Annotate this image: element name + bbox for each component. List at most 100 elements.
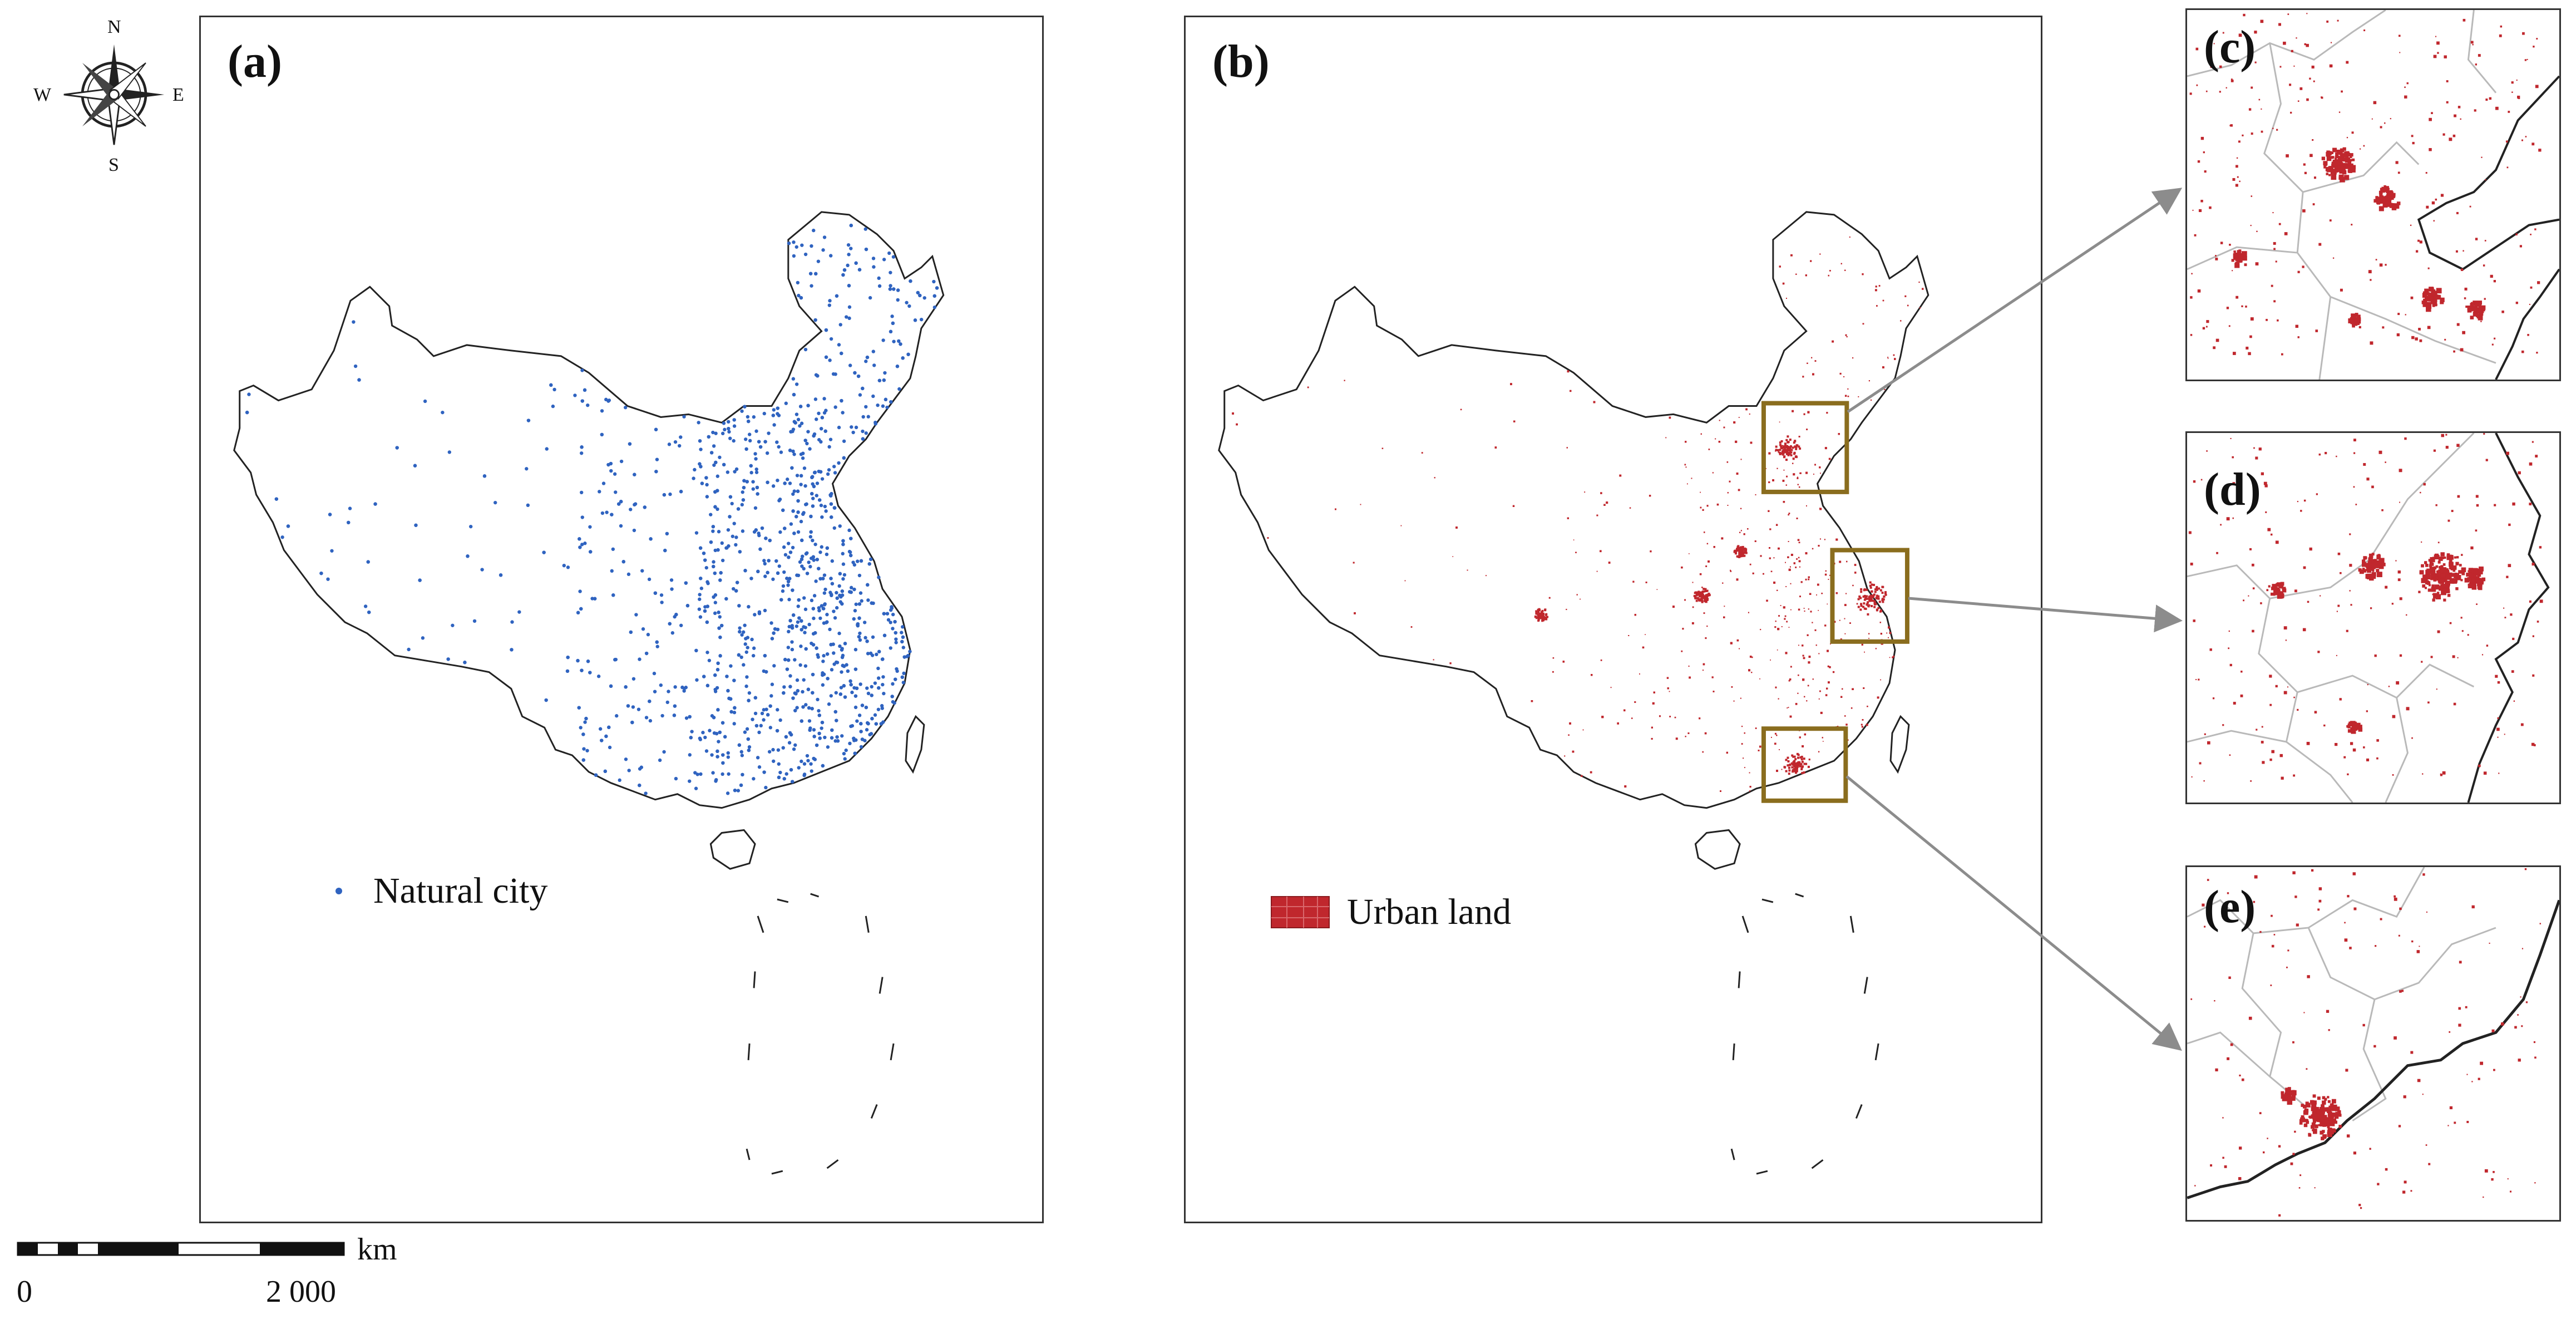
natural-city-point	[811, 538, 815, 543]
natural-city-point	[790, 626, 794, 630]
natural-city-point	[705, 483, 709, 487]
natural-city-point	[719, 571, 723, 575]
urban-land-patch	[1807, 685, 1809, 687]
natural-city-point	[832, 651, 836, 655]
natural-city-point	[713, 548, 717, 553]
urban-land-patch	[2443, 598, 2446, 602]
urban-land-patch	[1650, 550, 1652, 553]
urban-land-patch	[2501, 1022, 2504, 1026]
urban-land-patch	[2388, 686, 2390, 687]
natural-city-point	[875, 652, 879, 657]
urban-land-patch	[1763, 573, 1764, 575]
urban-land-patch	[2377, 555, 2381, 560]
urban-land-patch	[2369, 567, 2372, 570]
urban-land-patch	[1788, 452, 1791, 455]
natural-city-point	[698, 737, 703, 741]
urban-land-patch	[2533, 744, 2536, 746]
natural-city-point	[744, 637, 748, 641]
natural-city-point	[799, 474, 803, 478]
urban-land-patch	[1729, 480, 1731, 483]
urban-land-patch	[2335, 1111, 2339, 1116]
urban-land-patch	[2261, 472, 2264, 475]
urban-land-patch	[1669, 691, 1670, 692]
urban-land-patch	[1876, 609, 1878, 612]
scale-bar: km 0 2 000	[17, 1234, 406, 1316]
urban-land-patch	[2316, 493, 2318, 495]
natural-city-point	[840, 734, 844, 738]
urban-land-patch	[1651, 726, 1653, 729]
natural-city-point	[782, 691, 786, 695]
urban-land-patch	[1858, 595, 1861, 598]
urban-land-patch	[2238, 1177, 2242, 1180]
urban-land-patch	[2429, 567, 2435, 572]
urban-land-patch	[2253, 900, 2256, 903]
urban-land-patch	[1703, 595, 1706, 598]
urban-land-patch	[2467, 308, 2472, 313]
natural-city-point	[600, 432, 604, 437]
urban-land-patch	[2478, 1077, 2480, 1080]
natural-city-point	[585, 749, 589, 752]
urban-land-patch	[2196, 84, 2198, 86]
urban-land-patch	[1861, 724, 1863, 726]
urban-land-patch	[2504, 617, 2506, 619]
natural-city-point	[762, 770, 766, 774]
natural-city-point	[841, 552, 845, 556]
natural-city-point	[614, 490, 618, 494]
natural-city-point	[837, 461, 841, 465]
urban-land-patch	[2470, 582, 2476, 588]
urban-land-patch	[2289, 83, 2292, 86]
urban-land-patch	[2418, 590, 2421, 593]
natural-city-point	[848, 553, 853, 558]
urban-land-patch	[2193, 480, 2196, 483]
natural-city-point	[932, 305, 937, 309]
urban-land-patch	[2454, 556, 2456, 559]
natural-city-point	[679, 623, 683, 627]
urban-land-patch	[2338, 158, 2341, 161]
urban-land-patch	[1785, 770, 1788, 772]
urban-land-patch	[1922, 288, 1924, 290]
urban-land-patch	[2452, 565, 2457, 570]
urban-land-patch	[1883, 595, 1886, 598]
urban-land-patch	[2367, 568, 2372, 573]
urban-land-patch	[1795, 456, 1798, 459]
urban-land-patch	[2480, 321, 2482, 322]
natural-city-point	[723, 735, 727, 739]
urban-land-patch	[1869, 584, 1872, 587]
natural-city-point	[610, 513, 614, 516]
urban-land-patch	[1798, 542, 1800, 544]
urban-land-patch	[1596, 514, 1598, 516]
natural-city-point	[787, 555, 791, 559]
natural-city-point	[734, 535, 738, 539]
natural-city-point	[726, 791, 730, 795]
natural-city-point	[890, 606, 894, 610]
natural-city-point	[762, 708, 766, 712]
natural-city-point	[766, 570, 769, 575]
urban-land-patch	[1740, 548, 1743, 550]
urban-land-patch	[2390, 118, 2391, 120]
urban-land-patch	[2327, 1113, 2332, 1117]
natural-city-point	[727, 430, 731, 434]
natural-city-point	[749, 577, 753, 580]
urban-land-patch	[1734, 550, 1736, 553]
natural-city-point	[842, 751, 846, 756]
urban-land-patch	[1610, 687, 1612, 688]
urban-land-patch	[1867, 605, 1870, 608]
urban-land-patch	[1812, 622, 1813, 623]
urban-land-patch	[2425, 580, 2429, 584]
natural-city-point	[807, 719, 812, 723]
urban-land-patch	[2419, 570, 2424, 575]
urban-land-patch	[2375, 563, 2380, 568]
natural-city-point	[706, 582, 710, 585]
urban-land-patch	[1845, 724, 1848, 726]
natural-city-point	[846, 243, 851, 247]
natural-city-point	[817, 708, 821, 713]
urban-land-patch	[2426, 911, 2427, 913]
natural-city-point	[699, 577, 703, 580]
urban-land-patch	[2328, 151, 2332, 155]
urban-land-patch	[2458, 1007, 2461, 1010]
natural-city-point	[838, 692, 843, 696]
natural-city-point	[894, 641, 898, 644]
urban-land-patch	[1541, 613, 1543, 616]
urban-land-patch	[1812, 373, 1814, 376]
urban-land-patch	[1889, 632, 1892, 634]
